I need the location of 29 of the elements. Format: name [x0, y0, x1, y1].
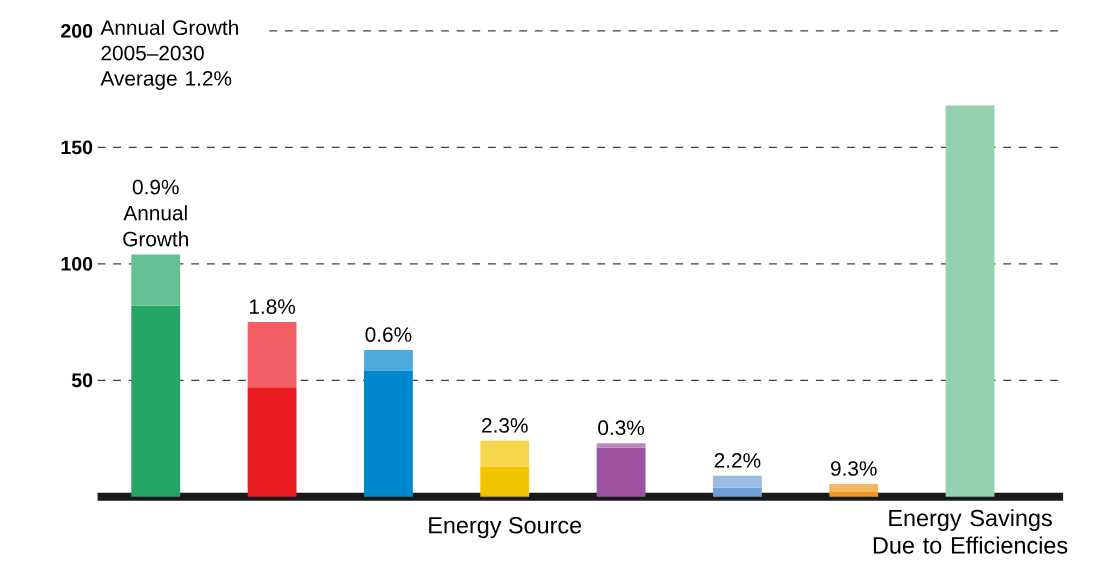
bar: [131, 305, 181, 497]
bar: [712, 475, 762, 488]
annotation: 1.8%: [249, 299, 296, 315]
annotation: 0.9% Annual Growth: [123, 179, 188, 247]
x-tick-label: Energy Savings Due to Efficiencies: [873, 509, 1068, 554]
annotation: 2.2%: [714, 453, 761, 468]
bar: [247, 322, 297, 388]
y-tick-label: 100: [61, 257, 93, 271]
bar: [829, 484, 879, 493]
annotation: 2.3%: [482, 418, 528, 433]
annotation: 0.6%: [365, 327, 412, 343]
y-tick-label: 50: [71, 373, 93, 388]
bar: [945, 105, 995, 497]
bar: [247, 387, 297, 497]
bar: [480, 466, 530, 497]
bar: [363, 371, 413, 497]
bar: [596, 443, 646, 448]
bar: [363, 350, 413, 372]
bar: [712, 487, 762, 497]
x-axis-title: Energy Source: [429, 517, 582, 539]
bar: [131, 254, 181, 306]
bar: [480, 441, 530, 467]
annotation: Annual Growth 2005–2030 Average 1.2%: [100, 19, 238, 91]
y-tick-label: 150: [61, 140, 93, 155]
annotation: 0.3%: [598, 420, 645, 436]
bar: [596, 447, 646, 497]
bar: [829, 492, 879, 497]
y-tick-label: 200: [61, 24, 93, 38]
annotation: 9.3%: [830, 461, 877, 477]
